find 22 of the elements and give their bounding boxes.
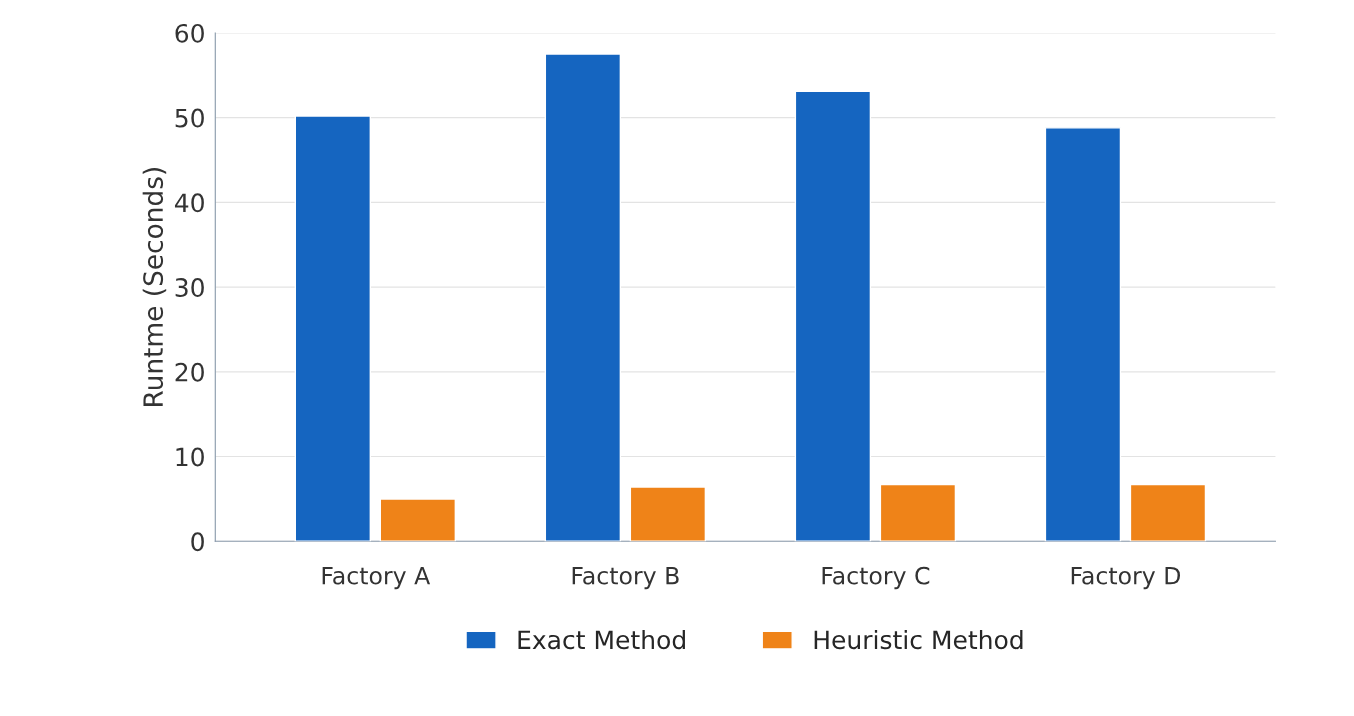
y-axis-title: Runtme (Seconds): [142, 168, 167, 406]
bar: [1044, 127, 1122, 542]
y-tick-label: 40: [174, 193, 204, 213]
bar: [544, 53, 622, 542]
bar: [629, 486, 707, 542]
y-tick-label: 20: [175, 362, 204, 382]
bar: [794, 90, 872, 542]
x-tick-label: Factory C: [822, 566, 930, 590]
bar: [1129, 483, 1207, 542]
bar: [294, 115, 372, 542]
bar: [879, 483, 957, 542]
x-tick-label: Factory D: [1071, 567, 1181, 590]
x-tick-label: Factory A: [322, 567, 431, 590]
y-tick-label: 30: [175, 278, 204, 297]
bar: [379, 498, 457, 542]
legend-label: Exact Method: [518, 629, 685, 650]
legend-label: Heuristic Method: [814, 629, 1023, 650]
x-tick-label: Factory B: [572, 567, 679, 590]
y-tick-label: 0: [191, 532, 204, 552]
y-tick-label: 50: [175, 108, 204, 128]
y-tick-label: 60: [175, 23, 204, 43]
y-tick-label: 10: [176, 447, 204, 467]
